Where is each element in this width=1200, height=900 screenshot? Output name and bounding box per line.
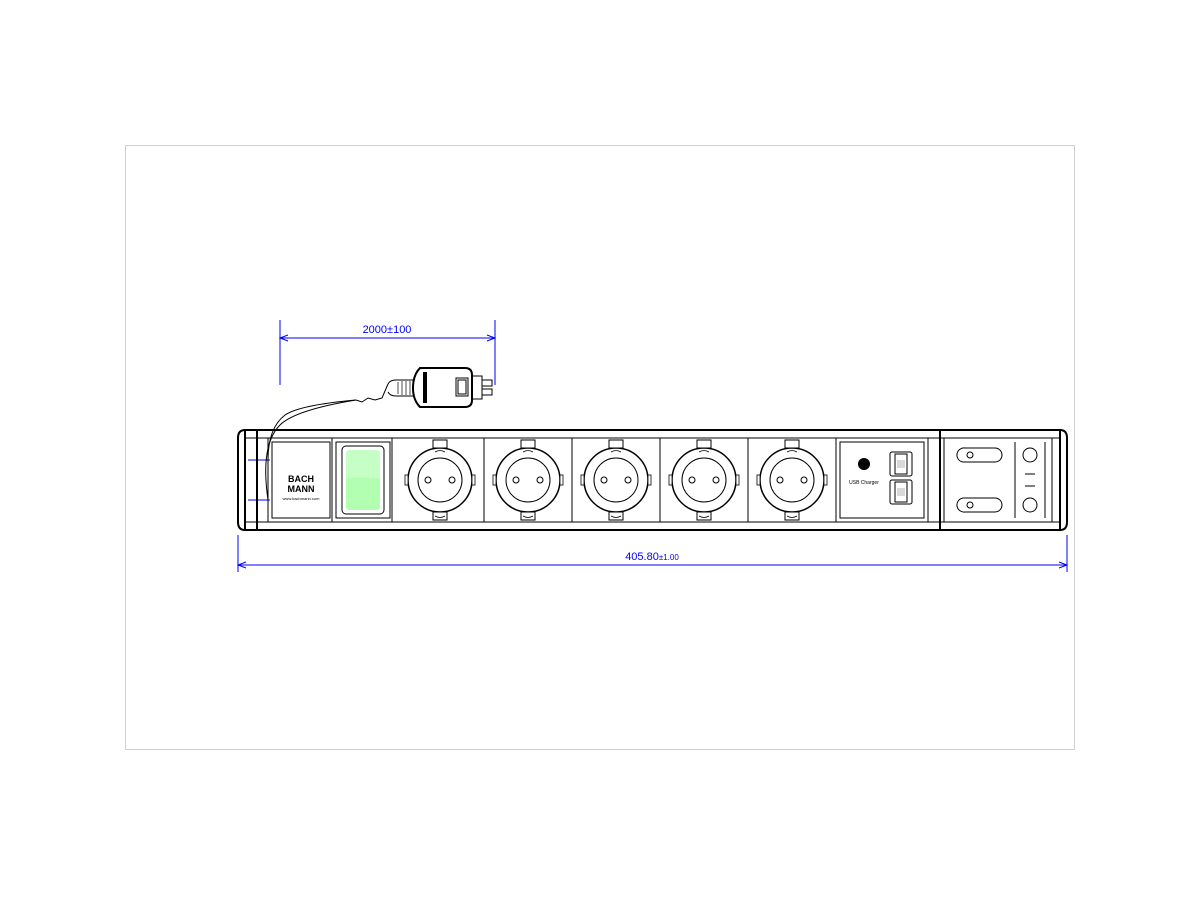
cable-length-value: 2000±100 bbox=[363, 324, 412, 336]
body-length-dimension: 405.80±1.00 bbox=[238, 535, 1067, 572]
technical-drawing: 2000±100 bbox=[120, 140, 1080, 760]
usb-label: USB Charger bbox=[849, 480, 879, 486]
usb-indicator-icon bbox=[858, 458, 870, 470]
switch-module bbox=[332, 438, 392, 522]
brand-module: BACH MANN www.bachmann.com bbox=[272, 442, 330, 518]
usb-module: USB Charger bbox=[836, 438, 924, 522]
body-length-tolerance: ±1.00 bbox=[659, 553, 680, 562]
socket-outlet bbox=[493, 440, 563, 520]
power-plug bbox=[356, 368, 492, 407]
brand-line1: BACH bbox=[288, 474, 314, 484]
body-length-value: 405.80 bbox=[625, 551, 659, 563]
socket-outlet bbox=[757, 440, 827, 520]
socket-outlet bbox=[405, 440, 475, 520]
socket-outlet bbox=[581, 440, 651, 520]
socket-row bbox=[405, 438, 827, 522]
svg-text:405.80±1.00: 405.80±1.00 bbox=[625, 551, 679, 563]
brand-line2: MANN bbox=[288, 484, 315, 494]
brand-url: www.bachmann.com bbox=[283, 496, 321, 501]
socket-outlet bbox=[669, 440, 739, 520]
